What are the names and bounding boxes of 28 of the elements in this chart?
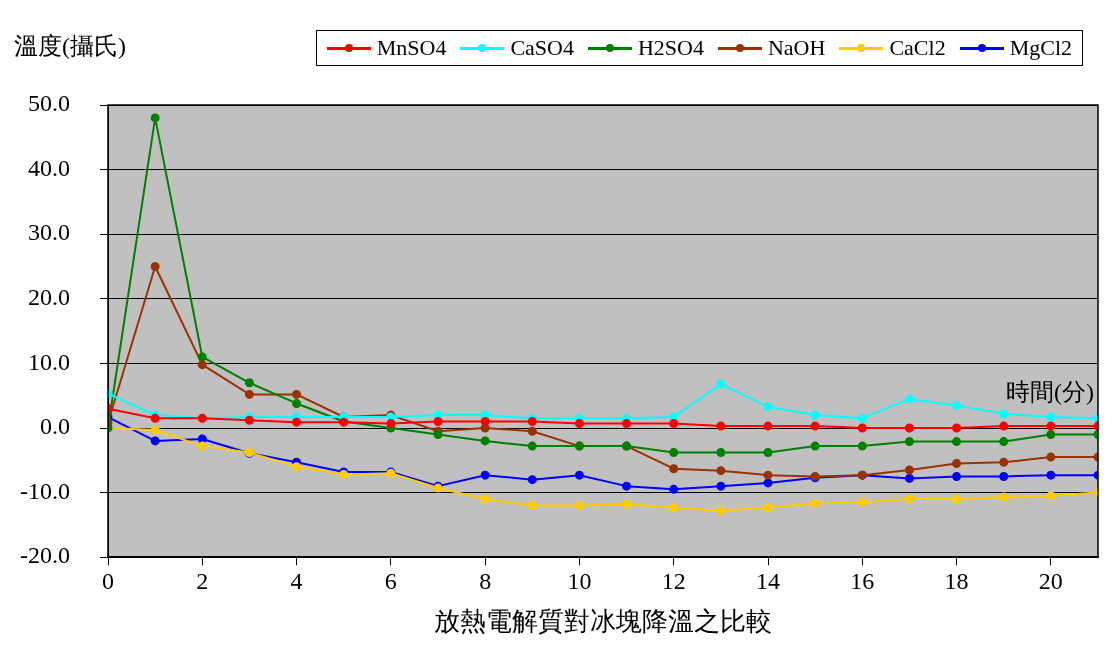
legend-label: MgCl2 bbox=[1009, 35, 1072, 61]
text: 放熱電解質對冰塊降溫之比較 bbox=[433, 606, 773, 638]
x-tick-label: 8 bbox=[479, 567, 492, 594]
y-tick-label: -20.0 bbox=[20, 542, 70, 569]
legend-label: CaCl2 bbox=[889, 35, 946, 61]
x-axis-title: 時間(分) bbox=[1006, 379, 1094, 406]
x-tick-label: 0 bbox=[102, 567, 114, 594]
y-tick-label: 40.0 bbox=[28, 154, 70, 181]
legend-label: MnSO4 bbox=[376, 35, 447, 61]
x-tick-label: 12 bbox=[661, 567, 686, 594]
x-tick-label: 20 bbox=[1038, 567, 1063, 594]
y-axis-title: 溫度(攝氏) bbox=[14, 32, 126, 61]
y-tick-label: 20.0 bbox=[28, 284, 70, 311]
x-tick-label: 4 bbox=[290, 567, 303, 594]
legend-label: CaSO4 bbox=[510, 35, 574, 61]
y-tick-label: 30.0 bbox=[28, 219, 70, 246]
x-tick-label: 10 bbox=[567, 567, 592, 594]
x-tick-label: 14 bbox=[756, 567, 780, 594]
x-tick-label: 6 bbox=[384, 567, 397, 594]
y-tick-label: 0.0 bbox=[40, 413, 70, 440]
y-tick-label: -10.0 bbox=[20, 477, 70, 504]
x-tick-label: 18 bbox=[944, 567, 969, 594]
legend-label: H2SO4 bbox=[637, 35, 704, 61]
legend-label: NaOH bbox=[767, 35, 826, 61]
x-tick-label: 16 bbox=[850, 567, 875, 594]
y-tick-label: 10.0 bbox=[28, 348, 70, 375]
y-tick-label: 50.0 bbox=[28, 90, 70, 117]
x-tick-label: 2 bbox=[196, 567, 209, 594]
